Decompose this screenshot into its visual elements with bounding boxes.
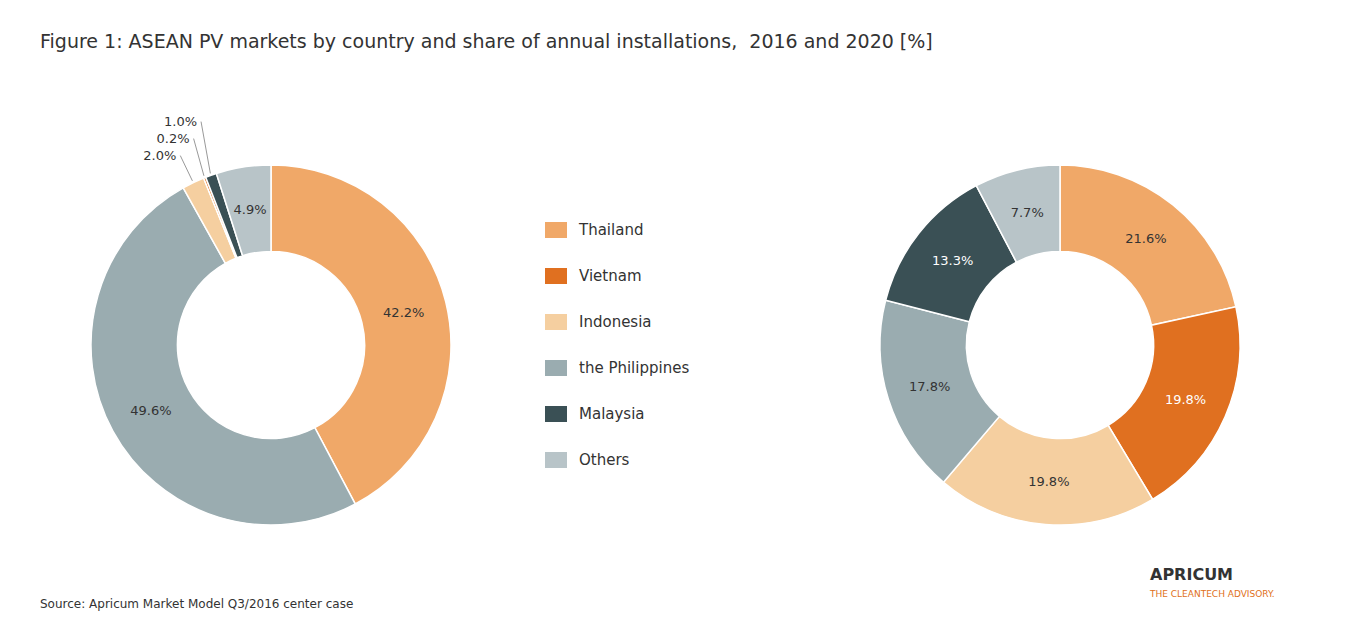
legend-label: Thailand [578, 221, 643, 239]
data-label: 17.8% [909, 379, 950, 394]
pie: 21.6% 19.8% 19.8% 17.8% 13.3% 7.7% [880, 165, 1240, 525]
legend-label: Others [579, 451, 630, 469]
data-label: 49.6% [130, 403, 171, 418]
legend-swatch [545, 360, 567, 376]
title: Figure 1: ASEAN PV markets by country an… [40, 30, 933, 52]
slice [1060, 165, 1236, 325]
chart: Figure 1: ASEAN PV markets by country an… [0, 0, 1357, 629]
slice [976, 165, 1060, 262]
pie: 42.2% 49.6% 4.9% 1.0% 0.2% 2.0% [91, 114, 451, 525]
leader-line [194, 139, 204, 176]
annotation: THE CLEANTECH ADVISORY. [1149, 589, 1275, 599]
annotation: Source: Apricum Market Model Q3/2016 cen… [40, 597, 353, 611]
data-label: 0.2% [157, 131, 190, 146]
data-label: 2.0% [143, 148, 176, 163]
data-label: 4.9% [233, 202, 266, 217]
slice [216, 165, 271, 256]
legend-label: Vietnam [579, 267, 642, 285]
leader-line [180, 156, 192, 181]
data-label: 21.6% [1125, 231, 1166, 246]
legend-swatch [545, 314, 567, 330]
legend-swatch [545, 268, 567, 284]
data-label: 7.7% [1011, 205, 1044, 220]
legend-label: the Philippines [579, 359, 689, 377]
legend: Thailand Vietnam Indonesia the Philippines M… [545, 221, 689, 469]
data-label: 19.8% [1028, 474, 1069, 489]
legend-label: Indonesia [579, 313, 652, 331]
leader-line [201, 122, 210, 174]
annotation: APRICUM [1150, 565, 1233, 584]
legend-swatch [545, 222, 567, 238]
data-label: 19.8% [1165, 392, 1206, 407]
data-label: 42.2% [383, 304, 424, 319]
legend-label: Malaysia [579, 405, 645, 423]
legend-swatch [545, 452, 567, 468]
data-label: 13.3% [932, 253, 973, 268]
data-label: 1.0% [164, 114, 197, 129]
legend-swatch [545, 406, 567, 422]
slice [880, 300, 999, 482]
